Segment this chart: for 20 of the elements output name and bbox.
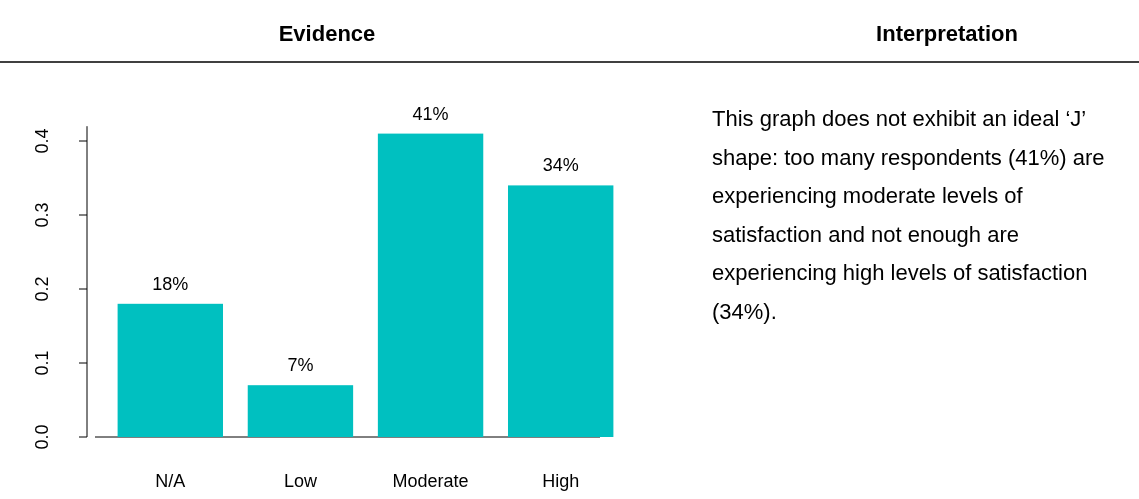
data-label: 34% [542, 155, 579, 176]
y-tick-label: 0.1 [32, 350, 52, 376]
bar [377, 133, 484, 437]
x-tick-label: Moderate [392, 471, 469, 491]
text: This graph does not exhibit an ideal ‘J’ shape: too many respondents (41%) are experiencing moderate levels of satisfaction and not enough are experiencing high levels of satisfaction (34%). [712, 106, 1105, 324]
x-tick-label: Low [283, 471, 318, 491]
data-label: 7% [287, 355, 314, 376]
bar [117, 303, 224, 437]
data-label: 18% [152, 273, 189, 294]
text: Interpretation [876, 21, 1018, 46]
y-tick-label: 0.2 [32, 276, 52, 302]
y-tick-label: 0.0 [32, 424, 52, 450]
y-tick-label: 0.4 [32, 128, 52, 154]
data-label: 41% [412, 103, 449, 124]
bar [247, 385, 354, 437]
chart-title: Evidence [278, 21, 376, 46]
bar [507, 185, 614, 437]
x-tick-label: High [542, 471, 580, 491]
x-tick-label: N/A [155, 471, 186, 491]
y-tick-label: 0.3 [32, 202, 52, 228]
